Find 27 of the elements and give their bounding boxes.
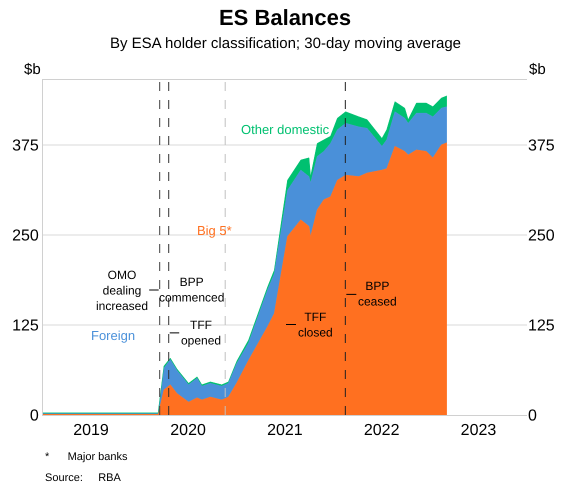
ref-line-label: BPP commenced <box>159 275 224 305</box>
x-tick-label: 2020 <box>170 422 206 440</box>
chart-subtitle: By ESA holder classification; 30-day moving average <box>110 35 462 52</box>
annotation: TFF closed <box>298 310 333 340</box>
y2-tick-label: 250 <box>528 227 555 244</box>
series-label: Other domestic <box>241 122 330 137</box>
y2-tick-label: 0 <box>528 408 537 425</box>
source-note: Source: RBA <box>45 472 122 483</box>
y2-tick-label: 375 <box>528 137 555 154</box>
x-tick-label: 2021 <box>267 422 303 440</box>
x-tick-label: 2023 <box>460 422 496 440</box>
y-tick-label: 375 <box>12 137 39 154</box>
text: * Major banks <box>45 451 128 463</box>
x-tick-label: 2019 <box>73 422 109 440</box>
text: Big 5* <box>197 223 232 238</box>
y-axis-title: $b <box>24 61 41 78</box>
y-tick-label: 0 <box>30 408 39 425</box>
chart-title: ES Balances <box>219 5 352 30</box>
y-tick-label: 250 <box>12 227 39 244</box>
ref-line-label: BPP ceased <box>358 279 397 309</box>
ref-line-label: OMO dealing increased <box>96 268 148 314</box>
text: Foreign <box>91 328 136 343</box>
ref-line-label: TFF opened <box>181 318 222 348</box>
y-tick-label: 125 <box>12 318 39 335</box>
x-tick-label: 2022 <box>364 422 400 440</box>
y2-tick-label: 125 <box>528 318 555 335</box>
y2-axis-title: $b <box>529 61 546 78</box>
